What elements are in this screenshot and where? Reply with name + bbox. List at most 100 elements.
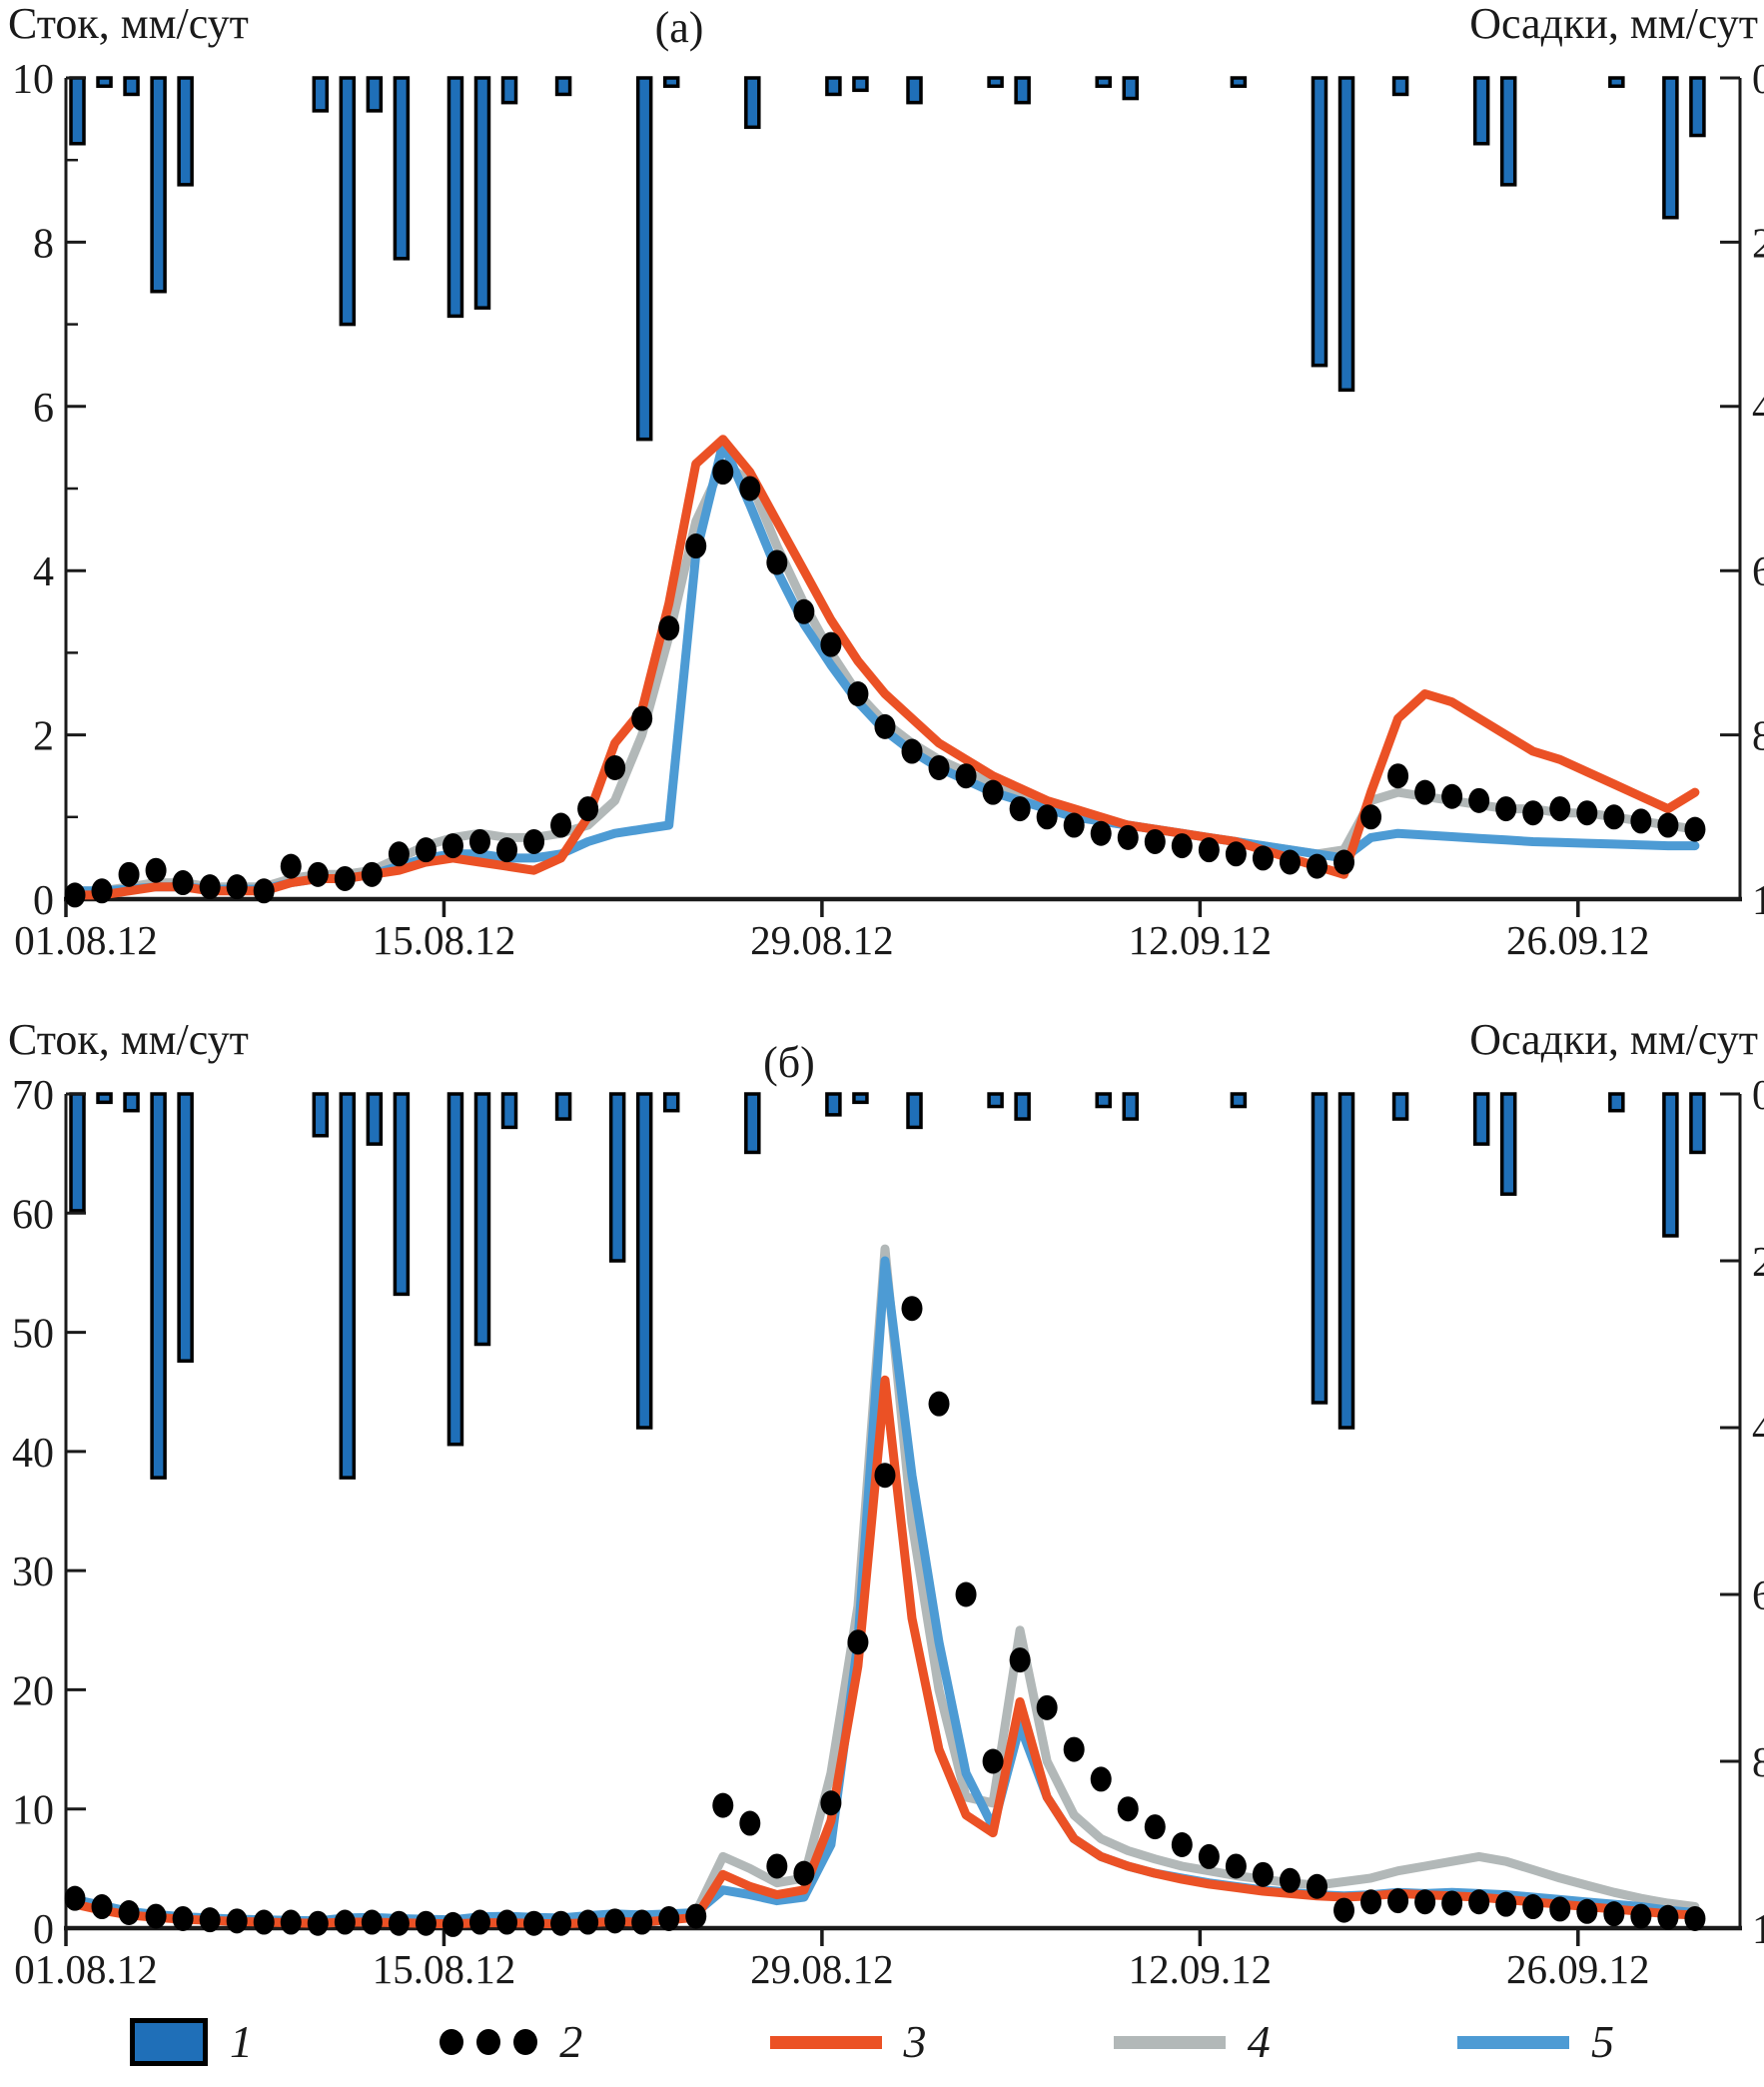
observed-dot	[604, 1908, 626, 1934]
observed-dot	[550, 812, 572, 838]
observed-dot	[226, 874, 248, 900]
observed-dot	[901, 738, 923, 764]
precip-bar	[500, 1092, 518, 1130]
legend-item-observed-runoff: 2	[440, 2019, 582, 2065]
legend-item-label: 4	[1247, 2016, 1271, 2067]
observed-dot	[928, 1391, 950, 1417]
observed-dot	[1576, 800, 1598, 826]
observed-dot	[1063, 812, 1085, 838]
observed-dot	[388, 841, 410, 867]
observed-dot	[1171, 1832, 1193, 1857]
observed-dot	[496, 837, 518, 863]
precip-bar	[96, 76, 113, 88]
observed-dot	[415, 1910, 437, 1936]
precip-bar	[662, 1092, 680, 1113]
observed-dot	[1630, 808, 1652, 834]
right-tick-label: 40	[1752, 386, 1764, 432]
observed-dot	[91, 1894, 113, 1920]
precip-bar	[1608, 1092, 1625, 1113]
precip-bar	[123, 76, 140, 97]
left-tick-label: 50	[12, 1312, 54, 1358]
precip-bar	[500, 76, 518, 105]
observed-dot	[307, 861, 329, 887]
right-axis-title-b: Осадки, мм/сут	[1469, 1015, 1758, 1064]
precip-bar	[987, 76, 1004, 88]
legend-item-label: 3	[903, 2016, 927, 2067]
precip-bar	[446, 1092, 464, 1447]
observed-dot	[441, 1911, 463, 1937]
series-line-model-5	[70, 1256, 1700, 1926]
observed-dot	[1009, 1647, 1031, 1673]
axes-b: 70605040302010002040608010001.08.1215.08…	[12, 1073, 1764, 1992]
precip-bar	[393, 1092, 411, 1297]
series-line-model-4	[70, 1244, 1700, 1926]
observed-dot	[145, 857, 167, 883]
observed-dot	[1306, 1873, 1327, 1899]
right-tick-label: 60	[1752, 1573, 1764, 1619]
chart-legend: 1 2 3 4 5	[0, 2000, 1764, 2084]
right-tick-label: 0	[1752, 1073, 1764, 1119]
precip-bar	[1662, 1092, 1679, 1238]
observed-dot	[766, 549, 788, 575]
precip-bar	[744, 76, 761, 130]
legend-item-model-3: 3	[769, 2016, 927, 2067]
series-line-model-3	[70, 1375, 1700, 1929]
observed-dot	[793, 1860, 815, 1886]
precip-bar	[852, 76, 869, 93]
observed-dot	[334, 865, 356, 891]
x-tick-label: 15.08.12	[373, 1946, 516, 1992]
observed-dot	[145, 1903, 167, 1929]
observed-dot	[1441, 783, 1463, 809]
observed-dot	[199, 1907, 221, 1933]
precip-bar	[123, 1092, 140, 1113]
observed-dot	[901, 1296, 923, 1322]
right-tick-label: 20	[1752, 221, 1764, 267]
left-tick-label: 8	[33, 221, 54, 267]
precip-bar	[1337, 76, 1355, 393]
precip-bar	[69, 76, 86, 146]
observed-dot	[658, 1905, 680, 1931]
x-tick-label: 12.09.12	[1129, 917, 1273, 963]
observed-dot	[1522, 1894, 1544, 1920]
observed-dot	[280, 1909, 302, 1935]
observed-dot	[577, 1909, 599, 1935]
observed-dot	[361, 1909, 383, 1935]
legend-line-swatch	[769, 2035, 882, 2049]
precip-bar	[1230, 76, 1248, 88]
observed-dot	[1522, 800, 1544, 826]
observed-dot	[631, 705, 653, 731]
left-tick-label: 10	[12, 57, 54, 103]
observed-dot	[172, 870, 194, 896]
legend-dot	[440, 2029, 464, 2055]
observed-dot	[1252, 845, 1274, 871]
observed-dot	[496, 1909, 518, 1935]
observed-dot	[1279, 1867, 1301, 1893]
observed-dot	[1306, 853, 1327, 879]
observed-dot	[685, 1903, 707, 1929]
observed-dot	[523, 828, 545, 854]
observed-dot	[1468, 787, 1490, 813]
observed-dot	[1198, 1843, 1220, 1869]
x-tick-label: 15.08.12	[373, 917, 516, 963]
precip-bar	[825, 76, 842, 97]
left-axis-title-b: Сток, мм/сут	[8, 1015, 249, 1064]
observed-dot	[1387, 763, 1409, 789]
precip-bar	[987, 1092, 1004, 1109]
precip-bar	[608, 1092, 626, 1263]
observed-dot	[1441, 1890, 1463, 1916]
precip-bar	[1311, 1092, 1328, 1405]
observed-dot	[739, 1810, 761, 1836]
observed-dot	[361, 861, 383, 887]
observed-dot	[118, 1899, 140, 1925]
observed-dot	[604, 754, 626, 780]
panel-title-b: (б)	[763, 1038, 815, 1087]
precip-bar	[339, 1092, 357, 1480]
x-tick-label: 26.09.12	[1506, 917, 1650, 963]
observed-dot	[172, 1905, 194, 1931]
observed-dot	[1603, 1901, 1625, 1927]
observed-dot	[658, 615, 680, 641]
precip-bar	[1311, 76, 1328, 368]
left-tick-label: 30	[12, 1550, 54, 1595]
observed-dot	[1036, 1694, 1058, 1720]
